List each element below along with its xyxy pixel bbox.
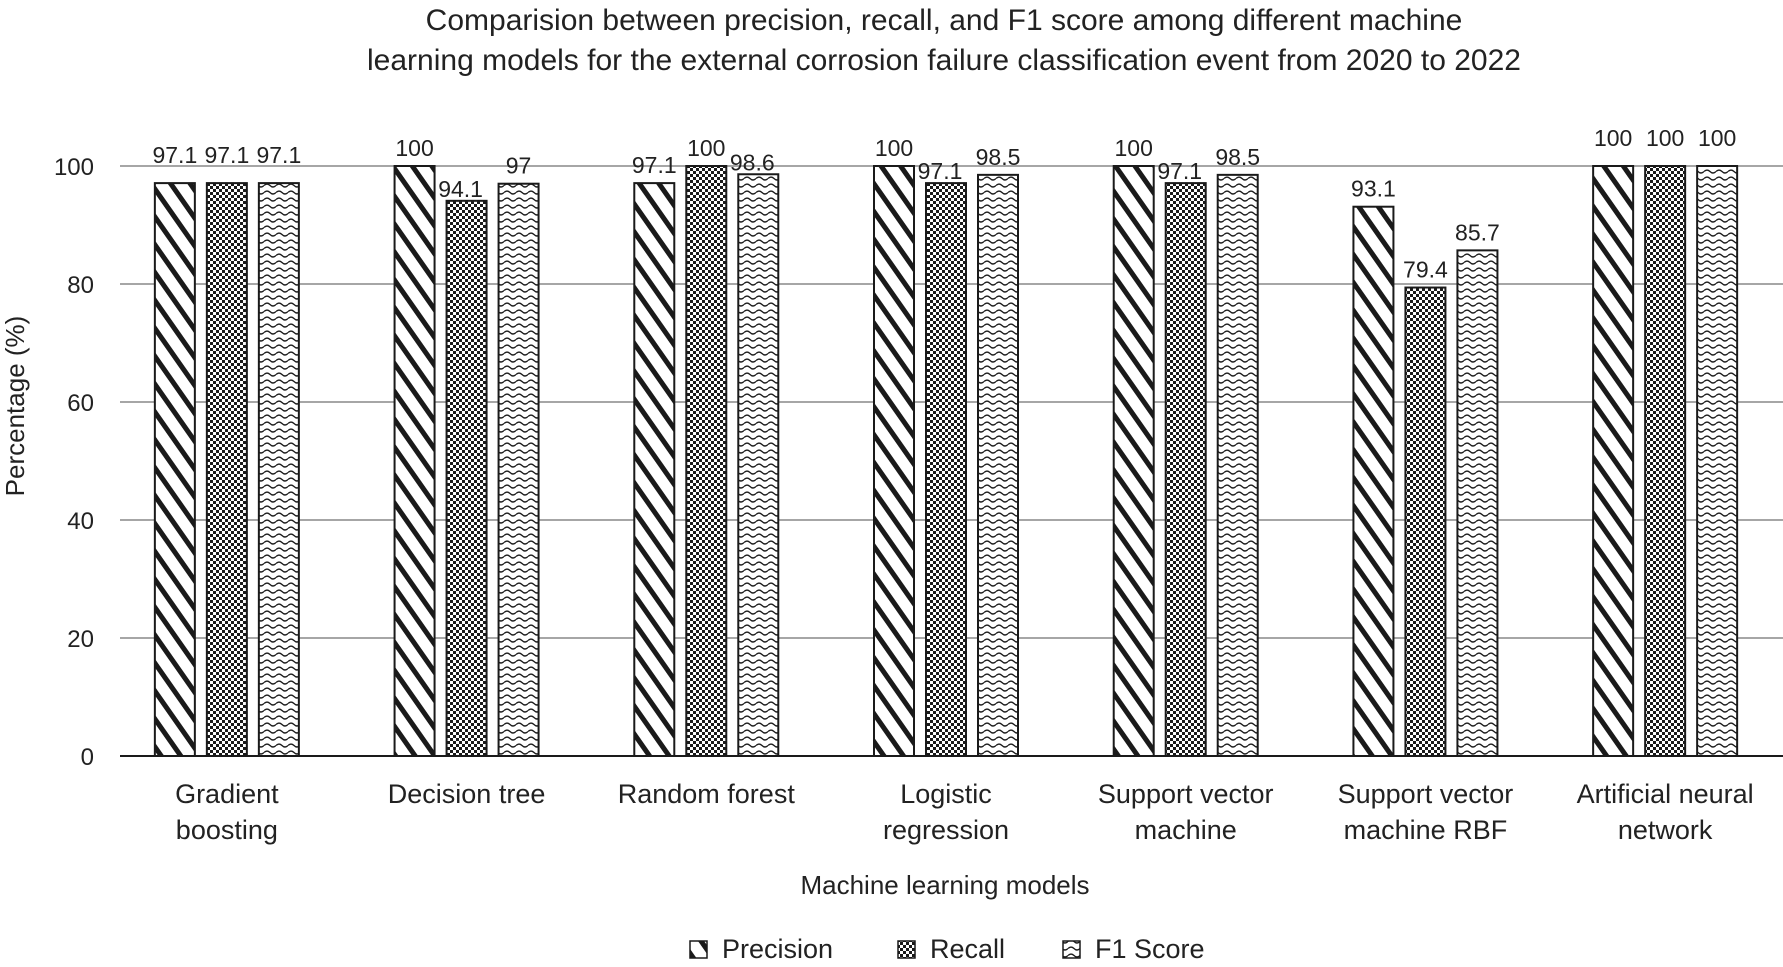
legend-item-recall: Recall [897, 934, 1005, 964]
x-category-label: Support vector machine RBF [1338, 779, 1514, 845]
legend-swatch [1062, 940, 1081, 959]
bar-f1-score [497, 182, 540, 757]
bar-recall [1404, 286, 1447, 757]
bar-precision [1592, 165, 1635, 757]
data-label: 100 [1698, 125, 1736, 151]
bar-precision [1112, 165, 1155, 757]
bar-precision [153, 182, 196, 758]
bar-precision [393, 165, 436, 757]
bar-f1-score [977, 173, 1019, 758]
data-label: 79.4 [1403, 257, 1448, 283]
bar-recall [205, 182, 248, 758]
y-tick-label: 80 [67, 272, 94, 299]
legend-swatch [689, 940, 708, 959]
data-label: 97.1 [632, 152, 677, 178]
bar-precision [873, 165, 915, 757]
data-label: 93.1 [1351, 176, 1396, 202]
bar-f1-score [1696, 165, 1739, 757]
chart-title-line-1: Comparision between precision, recall, a… [426, 4, 1463, 37]
y-tick-label: 40 [67, 508, 94, 535]
bars [153, 165, 1739, 758]
x-category-label: Artificial neural network [1577, 779, 1754, 845]
legend-label: F1 Score [1095, 934, 1205, 964]
data-label: 97 [506, 153, 532, 179]
bar-precision [1352, 205, 1395, 757]
y-tick-label: 60 [67, 390, 94, 417]
data-label: 97.1 [152, 142, 197, 168]
y-tick-label: 0 [81, 744, 94, 771]
data-label: 97.1 [918, 158, 963, 184]
bar-recall [445, 199, 488, 757]
y-tick-label: 20 [67, 626, 94, 653]
chart-title-line-2: learning models for the external corrosi… [367, 44, 1521, 77]
legend: Precision Recall F1 Score [689, 934, 1205, 964]
legend-item-precision: Precision [689, 934, 833, 964]
data-label: 100 [875, 135, 913, 161]
x-category-label: Decision tree [388, 779, 546, 809]
x-category-label: Support vector machine [1098, 779, 1274, 845]
bar-f1-score [737, 173, 780, 757]
bar-recall [1644, 165, 1687, 757]
x-axis-title: Machine learning models [800, 870, 1089, 900]
data-label: 98.6 [730, 149, 775, 175]
y-axis-ticks: 0 20 40 60 80 100 [54, 154, 94, 771]
data-label: 100 [1115, 135, 1153, 161]
data-label: 98.5 [976, 144, 1021, 170]
x-category-label: Gradient boosting [175, 779, 279, 845]
x-category-label: Random forest [618, 779, 796, 809]
bar-f1-score [257, 182, 300, 758]
x-axis-categories: Gradient boosting Decision tree Random fore… [175, 779, 1754, 845]
bar-recall [685, 165, 728, 757]
data-label: 98.5 [1215, 144, 1260, 170]
data-label: 100 [395, 135, 433, 161]
data-label: 94.1 [438, 176, 483, 202]
legend-swatch [897, 940, 916, 959]
data-label: 100 [687, 135, 725, 161]
bar-f1-score [1216, 173, 1259, 758]
bar-recall [1164, 182, 1207, 758]
data-label: 85.7 [1455, 219, 1500, 245]
data-label: 97.1 [204, 142, 249, 168]
legend-label: Recall [930, 934, 1005, 964]
y-tick-label: 100 [54, 154, 94, 181]
data-label: 100 [1646, 125, 1684, 151]
x-category-label: Logistic regression [883, 779, 1009, 845]
y-axis-title: Percentage (%) [0, 316, 30, 497]
bar-recall [925, 182, 967, 758]
bar-precision [633, 182, 676, 758]
data-label: 100 [1594, 125, 1632, 151]
chart-title: Comparision between precision, recall, a… [367, 4, 1521, 77]
legend-label: Precision [722, 934, 833, 964]
legend-item-f1-score: F1 Score [1062, 934, 1205, 964]
data-label: 97.1 [256, 142, 301, 168]
bar-f1-score [1456, 249, 1499, 757]
data-label: 97.1 [1157, 158, 1202, 184]
